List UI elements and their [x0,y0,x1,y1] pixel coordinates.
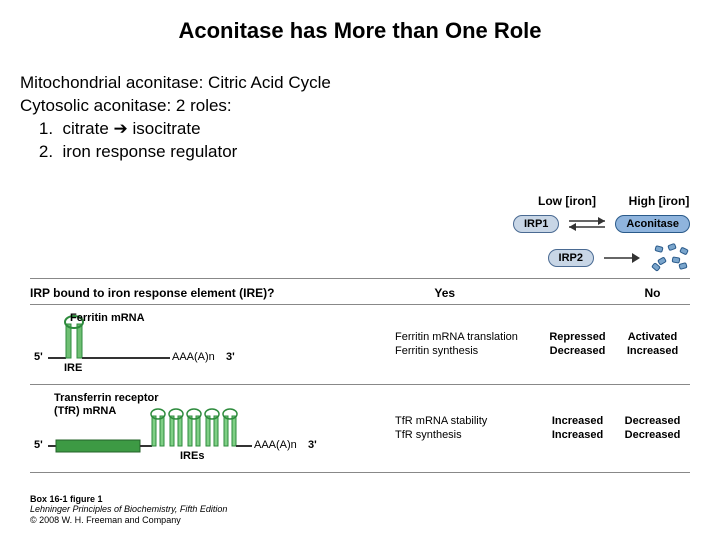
low-iron-label: Low [iron] [536,194,598,208]
intro-line-4: 2. iron response regulator [20,141,720,164]
ferritin-r2a: Ferritin synthesis [395,345,540,357]
divider-4 [30,472,690,473]
degraded-shards-icon [650,244,690,272]
tfr-polyA: AAA(A)n [254,439,297,451]
equilibrium-arrows-icon [565,214,609,234]
ferritin-polyA: AAA(A)n [172,351,215,363]
ferritin-row: Ferritin mRNA 5' IRE AAA(A)n 3' Ferritin… [30,312,690,376]
intro-line-3: 1. citrate ➔ isocitrate [20,118,720,141]
irp2-row: IRP2 [548,244,690,272]
answer-no: No [615,286,690,300]
tfr-name1: Transferrin receptor [54,392,159,404]
tfr-5prime: 5' [34,439,43,451]
tfr-name2: (TfR) mRNA [54,405,116,417]
ferritin-outcomes: Ferritin mRNA translation Repressed Acti… [395,331,690,357]
tfr-ires-label: IREs [180,450,204,462]
tfr-3prime: 3' [308,439,317,451]
divider-3 [30,384,690,385]
ferritin-r1c: Activated [615,331,690,343]
tfr-r2c: Decreased [615,429,690,441]
ferritin-5prime: 5' [34,351,43,363]
irp2-pill: IRP2 [548,249,594,267]
tfr-r1b: Increased [540,415,615,427]
citation: Box 16-1 figure 1 Lehninger Principles o… [30,494,227,526]
tfr-r1c: Decreased [615,415,690,427]
iron-header: Low [iron] High [iron] [536,194,690,208]
aconitase-pill: Aconitase [615,215,690,233]
tfr-r2a: TfR synthesis [395,429,540,441]
ire-question-text: IRP bound to iron response element (IRE)… [30,286,274,300]
intro-line-1: Mitochondrial aconitase: Citric Acid Cyc… [20,72,720,95]
ferritin-r2c: Increased [615,345,690,357]
tfr-outcomes: TfR mRNA stability Increased Decreased T… [395,415,690,441]
ferritin-r2b: Decreased [540,345,615,357]
irp1-row: IRP1 Aconitase [513,214,690,234]
tfr-r2b: Increased [540,429,615,441]
arrow-right-icon [600,248,644,268]
tfr-r1a: TfR mRNA stability [395,415,540,427]
high-iron-label: High [iron] [628,194,690,208]
intro-block: Mitochondrial aconitase: Citric Acid Cyc… [0,44,720,164]
page-title: Aconitase has More than One Role [0,0,720,44]
answer-yes: Yes [407,286,482,300]
cite-line2: Lehninger Principles of Biochemistry, Fi… [30,504,227,515]
cite-line1: Box 16-1 figure 1 [30,494,227,505]
ferritin-r1a: Ferritin mRNA translation [395,331,540,343]
irp1-pill: IRP1 [513,215,559,233]
ferritin-name: Ferritin mRNA [70,312,145,324]
ferritin-ire-label: IRE [64,362,82,374]
divider-2 [30,304,690,305]
ferritin-r1b: Repressed [540,331,615,343]
intro-line-2: Cytosolic aconitase: 2 roles: [20,95,720,118]
divider-1 [30,278,690,279]
cite-line3: © 2008 W. H. Freeman and Company [30,515,227,526]
tfr-row: Transferrin receptor (TfR) mRNA [30,392,690,464]
ferritin-3prime: 3' [226,351,235,363]
ire-question-row: IRP bound to iron response element (IRE)… [30,286,690,300]
